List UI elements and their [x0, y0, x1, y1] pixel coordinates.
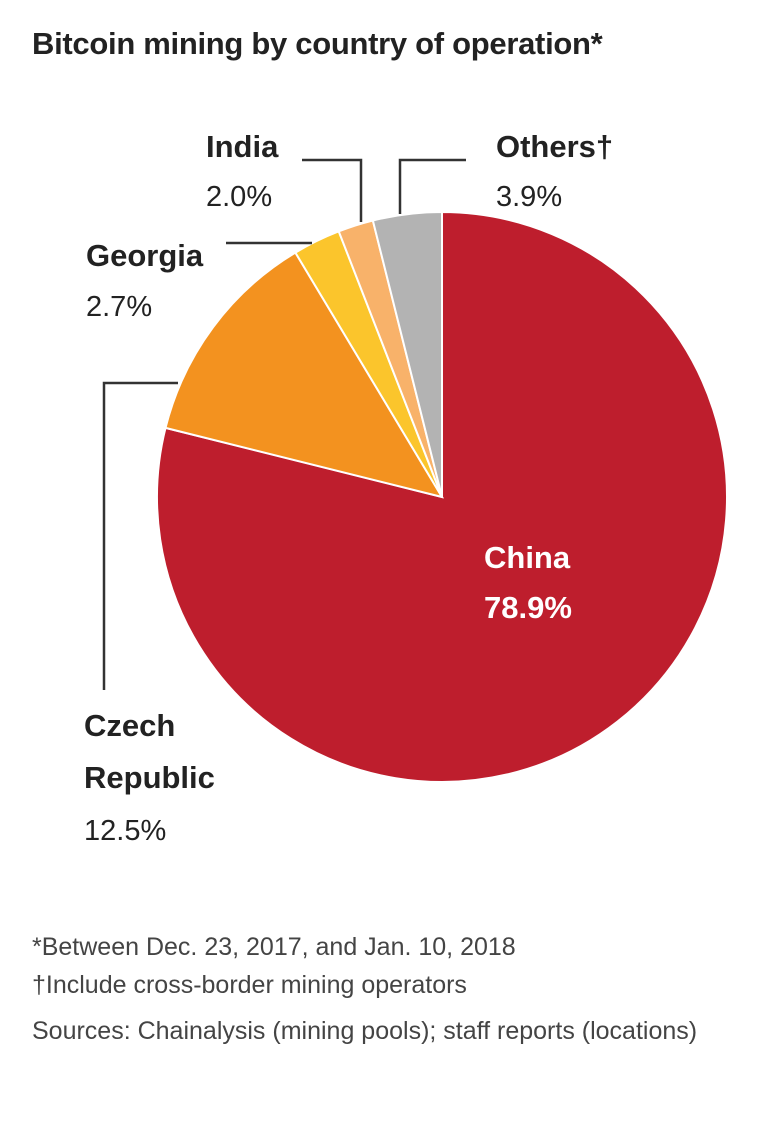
slice-label-china: China [484, 540, 571, 575]
slice-value-india: 2.0% [206, 181, 272, 213]
slice-value-china: 78.9% [484, 590, 572, 625]
chart-title: Bitcoin mining by country of operation* [32, 26, 603, 61]
leader-line-czech-republic [102, 381, 178, 690]
slice-value-georgia: 2.7% [86, 291, 152, 323]
slice-label-others: Others† [496, 129, 613, 164]
slice-value-others: 3.9% [496, 181, 562, 213]
footnote-date-range: *Between Dec. 23, 2017, and Jan. 10, 201… [32, 933, 516, 961]
slice-value-czech-republic: 12.5% [84, 815, 166, 847]
leader-line-others [398, 158, 466, 214]
leader-line-india [302, 158, 363, 222]
pie-slice-czech-republic [164, 251, 445, 499]
slice-label-india: India [206, 129, 279, 164]
slice-label-czech-republic-line-1: Czech [84, 708, 175, 743]
slice-label-czech-republic-line-2: Republic [84, 760, 215, 795]
footnote-others: †Include cross-border mining operators [32, 971, 467, 999]
chart-sources: Sources: Chainalysis (mining pools); sta… [32, 1017, 698, 1045]
chart-notes: *Between Dec. 23, 2017, and Jan. 10, 201… [32, 928, 732, 1050]
pie-slice-others [371, 210, 443, 498]
slice-label-georgia: Georgia [86, 238, 204, 273]
